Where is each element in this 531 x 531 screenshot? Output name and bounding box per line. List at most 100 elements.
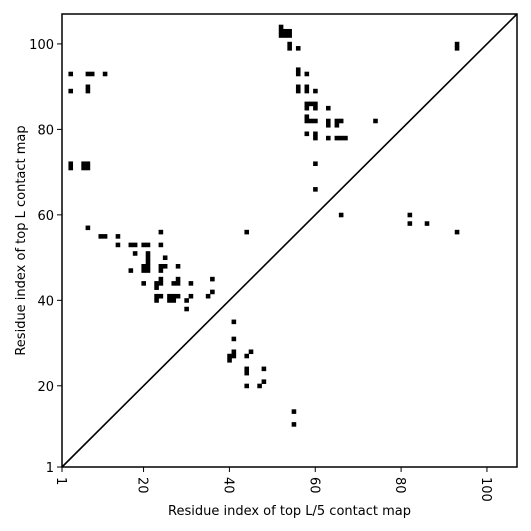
contact-point-upper-7 — [68, 161, 74, 167]
contact-point-lower-42 — [313, 187, 318, 192]
contact-point-lower-25 — [304, 118, 310, 124]
contact-point-lower-59 — [244, 370, 250, 376]
contact-point-lower-49 — [454, 46, 460, 51]
contact-point-lower-2 — [283, 28, 288, 34]
contact-point-lower-12 — [304, 71, 310, 77]
contact-point-lower-63 — [261, 379, 267, 384]
contact-point-lower-30 — [338, 118, 344, 124]
contact-point-upper-8 — [68, 165, 74, 171]
contact-point-upper-22 — [132, 251, 138, 256]
contact-point-upper-44 — [175, 281, 181, 286]
y-tick-label-5: 100 — [29, 38, 54, 53]
y-axis-ticks: 1 20 40 60 80 100 — [29, 38, 62, 476]
contact-point-lower-7 — [287, 41, 292, 47]
contact-point-upper-24 — [145, 255, 151, 261]
contact-point-lower-37 — [325, 135, 331, 141]
contact-point-upper-12 — [85, 165, 91, 171]
contact-point-lower-58 — [244, 366, 250, 372]
y-tick-label-4: 80 — [37, 123, 54, 138]
contact-point-lower-50 — [231, 319, 237, 325]
contact-point-upper-33 — [158, 242, 164, 248]
contact-point-upper-15 — [102, 234, 108, 239]
contact-point-lower-41 — [313, 161, 318, 167]
contact-point-lower-60 — [261, 366, 267, 372]
contact-point-upper-39 — [158, 276, 164, 282]
contact-point-upper-56 — [188, 293, 194, 299]
contact-point-lower-4 — [278, 33, 284, 38]
contact-point-upper-32 — [158, 229, 164, 235]
contact-point-upper-27 — [145, 264, 151, 269]
contact-point-upper-31 — [141, 281, 147, 286]
contact-point-upper-51 — [175, 293, 181, 299]
contact-point-lower-9 — [295, 46, 301, 51]
contact-point-upper-26 — [141, 264, 147, 269]
contact-point-upper-58 — [210, 276, 215, 282]
contact-point-upper-2 — [85, 71, 91, 77]
contact-point-upper-14 — [98, 234, 104, 239]
contact-point-lower-51 — [231, 336, 237, 342]
contact-point-lower-61 — [244, 383, 250, 389]
contact-point-upper-47 — [154, 293, 159, 299]
x-tick-label-1: 20 — [135, 477, 150, 494]
contact-point-lower-14 — [304, 84, 310, 90]
contact-point-upper-17 — [115, 242, 121, 248]
contact-point-lower-18 — [304, 101, 310, 107]
contact-point-lower-53 — [227, 353, 232, 359]
contact-point-lower-39 — [338, 135, 344, 141]
contact-point-upper-43 — [171, 281, 177, 286]
contact-point-upper-23 — [145, 251, 151, 256]
contact-point-upper-13 — [85, 225, 91, 231]
contact-point-lower-21 — [304, 105, 310, 111]
y-tick-label-0: 1 — [46, 461, 54, 476]
contact-point-lower-20 — [313, 101, 318, 107]
contact-point-lower-64 — [291, 409, 297, 414]
x-axis-label: Residue index of top L/5 contact map — [168, 504, 411, 519]
contact-point-upper-50 — [171, 293, 177, 299]
contact-point-lower-11 — [295, 71, 301, 77]
contact-point-upper-25 — [145, 259, 151, 265]
contact-point-lower-10 — [295, 67, 301, 72]
contact-point-upper-29 — [145, 268, 151, 273]
contact-point-lower-16 — [304, 88, 310, 94]
contact-point-upper-55 — [184, 298, 189, 303]
contact-point-upper-16 — [115, 234, 121, 239]
plot-frame — [61, 13, 518, 468]
contact-point-lower-43 — [338, 212, 344, 218]
contact-point-upper-60 — [205, 293, 211, 299]
contact-point-upper-19 — [132, 242, 138, 248]
contact-point-lower-40 — [343, 135, 348, 141]
points-layer — [68, 24, 460, 427]
contact-point-upper-53 — [167, 298, 172, 303]
contact-point-lower-26 — [308, 118, 314, 124]
contact-point-upper-46 — [188, 281, 194, 286]
contact-point-upper-59 — [210, 289, 215, 295]
contact-point-upper-48 — [158, 293, 164, 299]
x-tick-label-3: 60 — [306, 477, 321, 494]
contact-point-upper-35 — [158, 264, 164, 269]
x-tick-label-2: 40 — [220, 477, 235, 494]
contact-point-lower-8 — [287, 46, 292, 51]
contact-point-lower-5 — [283, 33, 288, 38]
contact-point-lower-0 — [278, 24, 284, 30]
contact-point-upper-36 — [162, 264, 168, 269]
contact-point-lower-17 — [313, 88, 318, 94]
contact-point-upper-21 — [145, 242, 151, 248]
contact-point-upper-40 — [154, 281, 159, 286]
contact-point-lower-38 — [334, 135, 340, 141]
contact-point-upper-6 — [85, 88, 91, 94]
y-tick-label-2: 40 — [37, 294, 54, 309]
contact-point-lower-65 — [291, 422, 297, 427]
contact-point-upper-30 — [128, 268, 134, 273]
contact-point-upper-10 — [81, 165, 86, 171]
contact-point-lower-32 — [334, 122, 340, 128]
contact-point-upper-28 — [141, 268, 147, 273]
y-tick-label-1: 20 — [37, 380, 54, 395]
contact-point-upper-3 — [89, 71, 95, 77]
y-axis-label: Residue index of top L contact map — [14, 125, 29, 355]
contact-point-upper-20 — [141, 242, 147, 248]
contact-point-upper-11 — [85, 161, 91, 167]
contact-point-upper-61 — [244, 229, 250, 235]
contact-point-lower-13 — [295, 84, 301, 90]
contact-point-lower-29 — [334, 118, 340, 124]
contact-point-lower-47 — [454, 229, 460, 235]
